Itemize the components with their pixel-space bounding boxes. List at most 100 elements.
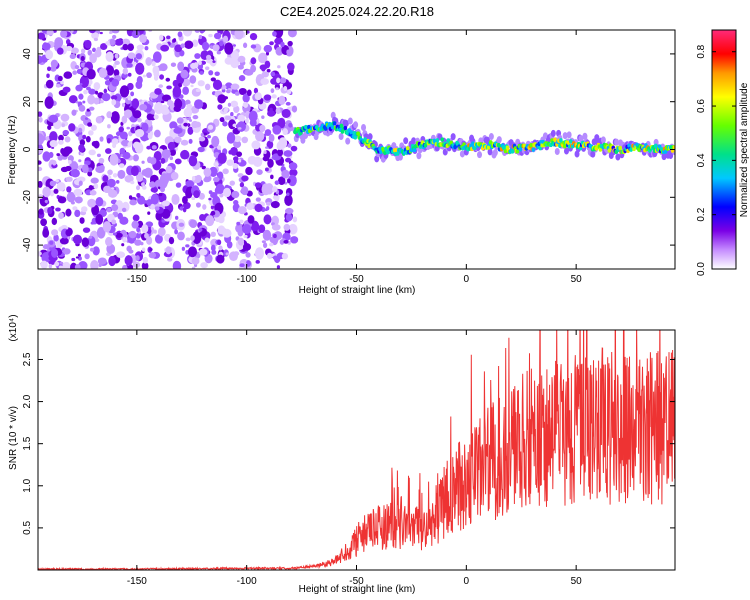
noise-cell bbox=[195, 202, 201, 208]
noise-cell bbox=[204, 83, 211, 91]
noise-cell bbox=[272, 255, 279, 261]
noise-cell bbox=[134, 239, 142, 246]
noise-cell bbox=[75, 84, 83, 92]
noise-cell bbox=[263, 214, 272, 225]
noise-cell bbox=[136, 75, 143, 85]
noise-cell bbox=[74, 209, 81, 218]
chart-title: C2E4.2025.024.22.20.R18 bbox=[280, 4, 434, 19]
noise-cell bbox=[180, 139, 189, 146]
noise-cell bbox=[283, 85, 288, 91]
noise-cell bbox=[271, 94, 277, 99]
noise-cell bbox=[88, 130, 94, 136]
signal-core-cell bbox=[356, 131, 361, 136]
noise-cell bbox=[261, 183, 271, 196]
signal-halo-cell bbox=[347, 117, 353, 125]
noise-cell bbox=[239, 182, 245, 188]
noise-cell bbox=[262, 242, 268, 249]
noise-cell bbox=[175, 182, 182, 188]
noise-cell bbox=[38, 180, 43, 188]
noise-cell bbox=[142, 178, 147, 184]
noise-cell bbox=[122, 236, 127, 243]
noise-cell bbox=[100, 43, 108, 50]
noise-cell bbox=[277, 65, 281, 69]
noise-cell bbox=[279, 77, 287, 84]
signal-halo-cell bbox=[668, 151, 674, 159]
noise-cell bbox=[105, 65, 115, 76]
noise-cell bbox=[248, 110, 258, 122]
noise-cell bbox=[128, 230, 137, 239]
noise-cell bbox=[185, 188, 193, 199]
noise-cell bbox=[275, 107, 281, 115]
signal-halo-cell bbox=[411, 137, 417, 145]
noise-cell bbox=[185, 244, 190, 248]
colorbar-label: Normalized spectral amplitude bbox=[739, 82, 750, 217]
y-tick-label: 1.0 bbox=[22, 478, 33, 492]
noise-cell bbox=[146, 236, 153, 245]
noise-cell bbox=[265, 51, 270, 56]
noise-cell bbox=[173, 127, 183, 134]
noise-cell bbox=[65, 229, 73, 237]
noise-cell bbox=[263, 44, 273, 53]
noise-cell bbox=[257, 110, 261, 113]
noise-cell bbox=[171, 194, 180, 205]
noise-cell bbox=[290, 236, 299, 244]
noise-cell bbox=[153, 114, 159, 120]
noise-cell bbox=[48, 263, 53, 269]
noise-cell bbox=[61, 261, 71, 269]
signal-core-cell bbox=[488, 140, 493, 145]
noise-cell bbox=[224, 42, 234, 55]
noise-cell bbox=[150, 203, 155, 210]
noise-cell bbox=[213, 32, 222, 40]
signal-core-cell bbox=[598, 147, 603, 152]
signal-halo-cell bbox=[300, 136, 306, 144]
noise-cell bbox=[135, 234, 141, 239]
noise-cell bbox=[89, 190, 97, 196]
noise-cell bbox=[262, 156, 270, 162]
noise-cell bbox=[166, 35, 171, 40]
noise-cell bbox=[193, 62, 199, 68]
noise-cell bbox=[283, 150, 293, 157]
noise-cell bbox=[237, 229, 244, 237]
noise-cell bbox=[38, 194, 43, 200]
noise-cell bbox=[42, 136, 46, 141]
noise-cell bbox=[151, 61, 156, 67]
noise-cell bbox=[172, 260, 182, 269]
snr-y-multiplier: (x10⁴) bbox=[8, 314, 19, 341]
noise-cell bbox=[270, 88, 275, 94]
noise-cell bbox=[250, 44, 257, 49]
noise-cell bbox=[233, 135, 242, 142]
noise-cell bbox=[122, 43, 129, 51]
noise-cell bbox=[212, 60, 216, 63]
noise-cell bbox=[149, 157, 157, 165]
noise-cell bbox=[160, 108, 170, 115]
noise-cell bbox=[198, 60, 202, 66]
noise-cell bbox=[229, 251, 238, 262]
noise-cell bbox=[148, 252, 157, 259]
noise-cell bbox=[147, 211, 151, 215]
noise-cell bbox=[63, 71, 73, 79]
noise-cell bbox=[224, 82, 233, 90]
noise-cell bbox=[230, 146, 238, 156]
noise-cell bbox=[61, 123, 66, 128]
noise-cell bbox=[255, 131, 265, 142]
noise-cell bbox=[118, 126, 124, 133]
noise-cell bbox=[287, 143, 292, 148]
noise-cell bbox=[287, 174, 297, 187]
noise-cell bbox=[207, 124, 214, 130]
noise-cell bbox=[87, 170, 93, 177]
noise-cell bbox=[77, 253, 82, 257]
noise-cell bbox=[92, 246, 100, 256]
noise-cell bbox=[263, 150, 267, 155]
noise-cell bbox=[105, 148, 112, 154]
noise-cell bbox=[226, 132, 236, 144]
noise-cell bbox=[134, 128, 145, 138]
noise-cell bbox=[66, 191, 76, 203]
noise-cell bbox=[88, 149, 96, 156]
noise-cell bbox=[149, 247, 153, 252]
signal-core-cell bbox=[405, 146, 410, 151]
noise-cell bbox=[87, 198, 97, 208]
noise-cell bbox=[62, 248, 71, 255]
noise-cell bbox=[155, 211, 163, 221]
noise-cell bbox=[51, 229, 59, 236]
noise-cell bbox=[219, 40, 224, 47]
